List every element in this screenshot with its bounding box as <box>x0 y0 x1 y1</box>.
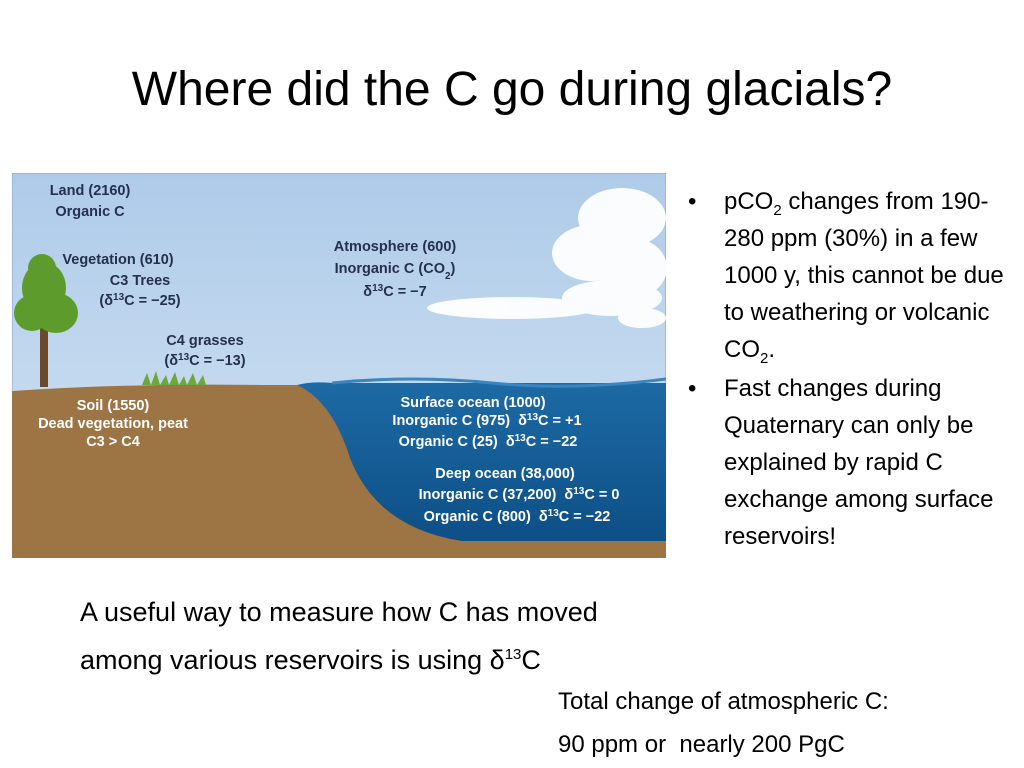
text-run: ) <box>451 261 456 277</box>
tree-trunk <box>40 323 48 387</box>
note: A useful way to measure how C has moved … <box>80 588 600 684</box>
text-run: (δ <box>99 293 113 309</box>
label: Dead vegetation, peat <box>38 416 188 432</box>
ocean <box>297 382 666 541</box>
total-note: Total change of atmospheric C: 90 ppm or… <box>558 680 889 766</box>
text-run: C = +1 <box>538 413 582 429</box>
label: Inorganic C (975) δ13C = +1 <box>392 412 581 430</box>
wave <box>331 377 666 388</box>
text-run: Soil (1550) <box>77 398 150 414</box>
label: δ13C = −7 <box>363 283 426 301</box>
text-run: C = −7 <box>383 284 427 300</box>
text-run: Dead vegetation, peat <box>38 416 188 432</box>
label: (δ13C = −13) <box>164 352 245 370</box>
text-run: C = −22 <box>559 509 611 525</box>
slide-title: Where did the C go during glacials? <box>131 63 893 116</box>
text-run: C = −25) <box>124 293 181 309</box>
grass <box>142 371 206 385</box>
carbon-reservoir-figure: Land (2160) Organic C Vegetation (610) C… <box>12 173 666 558</box>
text-run: 13 <box>548 508 560 519</box>
label: Deep ocean (38,000) <box>435 466 575 482</box>
text-run: 13 <box>113 292 125 303</box>
label: Inorganic C (CO2) <box>335 261 456 282</box>
text-run: Inorganic C (CO <box>335 261 445 277</box>
tree-crown <box>14 254 78 333</box>
total-line: Total change of atmospheric C: <box>558 688 889 715</box>
label: Organic C (25) δ13C = −22 <box>399 433 578 451</box>
text-run: Vegetation (610) <box>62 252 173 268</box>
bullet-list: pCO2 changes from 190-280 ppm (30%) in a… <box>688 183 1018 557</box>
text-run: C3 > C4 <box>86 434 140 450</box>
text-run: pCO <box>724 188 774 215</box>
text-run: Inorganic C (37,200) δ <box>419 487 574 503</box>
label: Inorganic C (37,200) δ13C = 0 <box>419 486 620 504</box>
total-line: 90 ppm or nearly 200 PgC <box>558 731 845 758</box>
text-run: Organic C (800) δ <box>424 509 548 525</box>
text-run: C <box>521 645 541 675</box>
label: Organic C <box>55 204 125 220</box>
label: Vegetation (610) <box>62 252 173 268</box>
text-run: Organic C <box>55 204 125 220</box>
label: Atmosphere (600) <box>334 239 457 255</box>
label: Land (2160) <box>50 183 131 199</box>
bullet: Fast changes during Quaternary can only … <box>688 370 1018 555</box>
text-run: 13 <box>178 352 190 363</box>
label: C3 > C4 <box>86 434 140 450</box>
text-run: 2 <box>760 349 769 367</box>
text-run: . <box>768 336 776 363</box>
label: Organic C (800) δ13C = −22 <box>424 508 611 526</box>
cloud <box>427 188 666 328</box>
label: Soil (1550) <box>77 398 150 414</box>
text-run: C = −13) <box>189 353 246 369</box>
label: (δ13C = −25) <box>99 292 180 310</box>
bullet: pCO2 changes from 190-280 ppm (30%) in a… <box>688 183 1018 368</box>
land <box>12 384 302 558</box>
label: Surface ocean (1000) <box>400 395 545 411</box>
text-run: C = 0 <box>584 487 619 503</box>
text-run: 13 <box>504 646 522 663</box>
text-run: Organic C (25) δ <box>399 434 515 450</box>
text-run: C3 Trees <box>110 273 170 289</box>
text-run: 2 <box>773 201 782 219</box>
text-run: Atmosphere (600) <box>334 239 457 255</box>
text-run: 13 <box>372 283 384 294</box>
text-run: δ <box>363 284 372 300</box>
text-run: Inorganic C (975) δ <box>392 413 527 429</box>
text-run: 13 <box>515 433 527 444</box>
text-run: Deep ocean (38,000) <box>435 466 575 482</box>
label: C3 Trees <box>110 273 170 289</box>
text-run: 13 <box>573 486 585 497</box>
text-run: A useful way to measure how C has moved … <box>80 597 598 675</box>
text-run: Fast changes during Quaternary can only … <box>724 375 994 550</box>
text-run: (δ <box>164 353 178 369</box>
text-run: Surface ocean (1000) <box>400 395 545 411</box>
text-run: 13 <box>527 412 539 423</box>
text-run: Land (2160) <box>50 183 131 199</box>
label: C4 grasses <box>166 333 243 349</box>
text-run: C4 grasses <box>166 333 243 349</box>
text-run: changes from 190-280 ppm (30%) in a few … <box>724 188 1004 363</box>
text-run: C = −22 <box>526 434 578 450</box>
text-run: 2 <box>445 271 451 282</box>
